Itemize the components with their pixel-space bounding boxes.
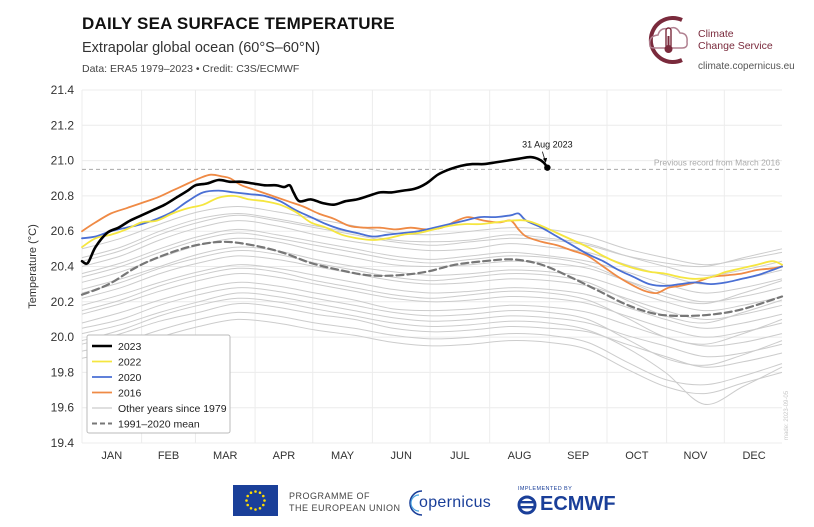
- other-year-line: [81, 287, 783, 366]
- data-credit: Data: ERA5 1979–2023 • Credit: C3S/ECMWF: [82, 63, 300, 75]
- c3s-brand-text: Climate Change Service: [698, 28, 773, 52]
- series-line-2022: [81, 194, 783, 280]
- copernicus-wordmark: opernicus: [419, 494, 492, 511]
- copernicus-logo-icon: [409, 490, 423, 516]
- y-axis-label: Temperature (°C): [27, 224, 39, 308]
- series-line-2020: [81, 189, 783, 287]
- legend-label: 1991–2020 mean: [118, 419, 200, 431]
- x-tick-label: NOV: [684, 450, 709, 462]
- y-tick-label: 21.4: [51, 83, 75, 97]
- other-year-line: [81, 264, 783, 329]
- legend-label: 2016: [118, 388, 142, 400]
- c3s-line1: Climate: [698, 28, 734, 40]
- legend-label: 2022: [118, 357, 142, 369]
- x-tick-label: AUG: [508, 450, 532, 462]
- other-year-line: [81, 297, 783, 405]
- eu-flag-icon: [233, 485, 278, 516]
- other-year-line: [81, 267, 783, 345]
- c3s-line2: Change Service: [698, 40, 773, 52]
- other-year-line: [81, 273, 783, 338]
- y-tick-label: 19.8: [51, 365, 75, 379]
- legend-label: Other years since 1979: [118, 403, 227, 415]
- x-axis: JAN FEB MAR APR MAY JUN JUL AUG SEP OCT NOV DEC: [101, 450, 765, 462]
- annotation-31-aug: 31 Aug 2023: [522, 140, 573, 171]
- y-tick-label: 20.2: [51, 295, 75, 309]
- other-year-line: [81, 212, 783, 276]
- previous-record-label: Previous record from March 2016: [654, 157, 780, 167]
- y-axis: 19.4 19.6 19.8 20.0 20.2 20.4 20.6 20.8 21.0 21.2…: [51, 83, 75, 450]
- ecmwf-wordmark: ECMWF: [540, 493, 616, 515]
- eu-star-icon: [258, 506, 262, 510]
- annotation-point: [544, 164, 551, 171]
- other-year-line: [81, 311, 783, 386]
- eu-star-icon: [249, 506, 253, 510]
- y-tick-label: 20.0: [51, 330, 75, 344]
- y-tick-label: 20.4: [51, 260, 75, 274]
- eu-star-icon: [261, 494, 265, 498]
- eu-stars-icon: [245, 490, 266, 511]
- annotation-label: 31 Aug 2023: [522, 140, 573, 150]
- eu-star-icon: [249, 491, 253, 495]
- eu-star-icon: [258, 491, 262, 495]
- x-tick-label: FEB: [158, 450, 179, 462]
- eu-star-icon: [254, 490, 257, 493]
- y-tick-label: 21.2: [51, 118, 75, 132]
- ecmwf-logo-icon: [517, 495, 537, 515]
- page-subtitle: Extrapolar global ocean (60°S–60°N): [82, 40, 321, 56]
- annotation-arrow-head: [542, 157, 548, 163]
- eu-star-icon: [263, 499, 266, 502]
- highlight-series: [80, 155, 784, 317]
- x-tick-label: MAY: [331, 450, 355, 462]
- other-year-line: [81, 246, 783, 312]
- eu-star-icon: [261, 503, 265, 507]
- y-tick-label: 19.4: [51, 436, 75, 450]
- x-tick-label: DEC: [742, 450, 765, 462]
- eu-line1: PROGRAMME OF: [289, 491, 371, 501]
- eu-star-icon: [245, 499, 248, 502]
- other-year-line: [81, 255, 783, 320]
- legend-label: 2023: [118, 341, 142, 353]
- x-tick-label: OCT: [625, 450, 649, 462]
- x-tick-label: JUN: [391, 450, 412, 462]
- eu-programme-text: PROGRAMME OF THE EUROPEAN UNION: [289, 490, 401, 514]
- series-line-1991-2020-mean: [80, 240, 784, 317]
- series-line-2023: [80, 155, 549, 266]
- sst-chart: Previous record from March 2016 19.4 19.6…: [27, 83, 790, 462]
- c3s-url: climate.copernicus.eu: [698, 61, 795, 72]
- eu-star-icon: [254, 508, 257, 511]
- other-year-line: [81, 228, 783, 294]
- x-tick-label: JUL: [450, 450, 470, 462]
- other-year-line: [81, 318, 783, 395]
- y-tick-label: 21.0: [51, 154, 75, 168]
- other-year-line: [81, 292, 783, 358]
- legend-label: 2020: [118, 372, 142, 384]
- other-year-line: [81, 214, 783, 268]
- other-year-line: [81, 220, 783, 285]
- legend-box: [86, 334, 231, 434]
- y-tick-label: 19.6: [51, 401, 75, 415]
- implemented-by-label: IMPLEMENTED BY: [518, 486, 573, 492]
- x-tick-label: JAN: [101, 450, 122, 462]
- eu-line2: THE EUROPEAN UNION: [289, 503, 401, 513]
- other-year-line: [81, 232, 783, 305]
- chart-legend: 2023 2022 2020 2016 Other years since 1979 19…: [86, 334, 231, 434]
- y-tick-label: 20.6: [51, 224, 75, 238]
- x-tick-label: MAR: [213, 450, 238, 462]
- made-with-stamp: made: 2023-09-05: [784, 390, 790, 440]
- eu-star-icon: [246, 494, 250, 498]
- other-year-line: [81, 205, 783, 266]
- eu-star-icon: [246, 503, 250, 507]
- x-tick-label: APR: [273, 450, 296, 462]
- c3s-logo-icon: [648, 16, 688, 64]
- y-tick-label: 20.8: [51, 189, 75, 203]
- x-tick-label: SEP: [567, 450, 589, 462]
- page-title: DAILY SEA SURFACE TEMPERATURE: [82, 14, 395, 33]
- other-years-lines: [81, 205, 783, 405]
- other-year-line: [81, 302, 783, 368]
